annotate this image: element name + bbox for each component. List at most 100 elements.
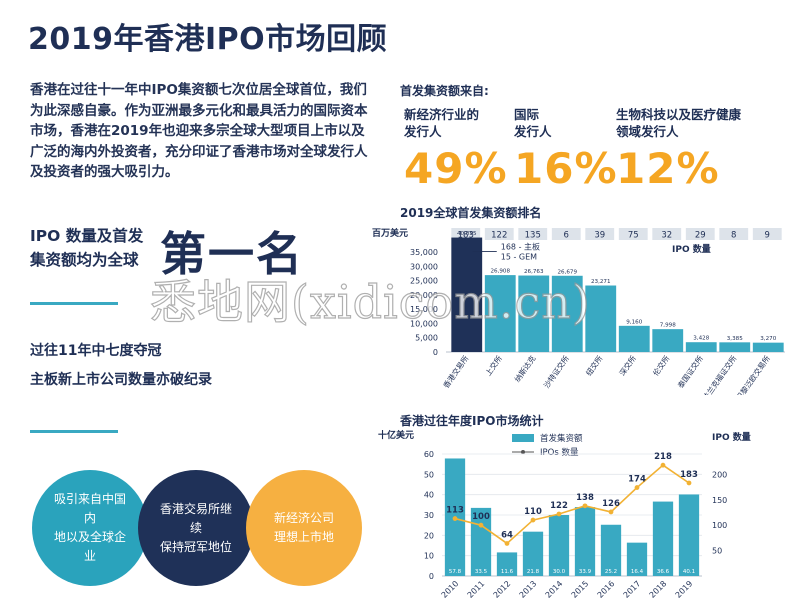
year-label: 2015 (570, 579, 591, 600)
left-y-tick: 10 (424, 552, 434, 561)
year-label: 2016 (596, 579, 617, 600)
ipo-count-line (454, 464, 690, 545)
first-place-headline: 第一名 (160, 227, 304, 281)
year-label: 2018 (648, 579, 669, 600)
ipo-count-value: 122 (491, 231, 507, 241)
yearly-bar (496, 552, 518, 576)
circle-text-line: 吸引来自中国内 (53, 492, 126, 525)
stat-label: 新经济行业的 发行人 (404, 107, 480, 139)
yearly-bar-value: 11.6 (501, 569, 514, 575)
ranking-bar (652, 329, 684, 352)
global-ipo-ranking-chart: 百万美元 IPO 数量 35,000 30,000 25,000 20,000 15,000… (372, 227, 785, 395)
ipo-count-point-label: 64 (501, 530, 513, 540)
yearly-bar-value: 16.4 (631, 569, 644, 575)
ipo-count-point (608, 509, 614, 515)
stat-international: 国际 发行人 16% (514, 106, 617, 193)
page-title: 2019年香港IPO市场回顾 (28, 22, 388, 57)
year-label: 2011 (466, 579, 487, 600)
legend-line-marker (521, 450, 525, 454)
ipo-count-point-label: 110 (524, 507, 542, 517)
ranking-category-label: 泰国证交所 (675, 353, 705, 390)
ranking-category-label: 伦交所 (650, 353, 671, 378)
ranking-bar (585, 285, 617, 352)
ranking-y-axis-label: 百万美元 (372, 227, 408, 239)
ranking-bar-value: 3,428 (693, 336, 709, 342)
circle-text-line: 保持冠军地位 (159, 539, 232, 554)
divider (30, 430, 118, 433)
ipo-count-point-label: 122 (550, 501, 568, 511)
circle-text-line: 新经济公司 (273, 511, 334, 525)
year-label: 2019 (674, 579, 695, 600)
ipo-count-point-label: 100 (472, 512, 490, 522)
ipo-count-point (478, 522, 484, 528)
ranking-bar-value: 3,270 (760, 336, 776, 342)
ranking-y-tick: 15,000 (410, 305, 438, 314)
ranking-bar-value: 7,998 (660, 323, 676, 329)
ipo-count-box (685, 228, 715, 240)
ipo-count-value: 29 (695, 231, 706, 241)
yearly-bar-value: 30.0 (553, 569, 566, 575)
ranking-bar (451, 237, 483, 352)
ipo-count-box (618, 228, 648, 240)
ranking-category-label: 上交所 (483, 353, 504, 378)
ipo-count-value: 32 (661, 231, 672, 241)
left-y-tick: 50 (424, 470, 434, 479)
legend-bar-label: 首发集资额 (540, 433, 583, 444)
ranking-y-tick: 5,000 (415, 334, 438, 343)
stat-new-economy: 新经济行业的 发行人 49% (404, 106, 514, 193)
yearly-bar-value: 25.2 (605, 569, 617, 575)
stat-value: 49% (404, 144, 508, 193)
ranking-category-label: 法兰克福证交所 (700, 353, 739, 395)
ipo-count-box (652, 228, 682, 240)
ranking-bar-value: 26,908 (490, 269, 510, 275)
ipo-count-point-label: 126 (602, 499, 620, 509)
ipo-count-point-label: 174 (628, 475, 646, 485)
yearly-bar (626, 542, 648, 576)
ranking-y-tick: 10,000 (410, 319, 438, 328)
ipo-count-box (518, 228, 548, 240)
yearly-bar-value: 33.5 (475, 569, 488, 575)
circle-text-line: 理想上市地 (273, 530, 334, 544)
yearly-chart-title: 香港过往年度IPO市场统计 (400, 414, 544, 428)
first-place-label-line-1: IPO 数量及首发 (30, 227, 144, 245)
ipo-count-point (582, 503, 588, 509)
first-place-label-line-2: 集资额均为全球 (30, 251, 139, 269)
ipo-count-box (451, 228, 481, 240)
yearly-bar (548, 515, 570, 576)
ranking-bar-value: 26,679 (557, 269, 577, 275)
circle-text-line: 地以及全球企业 (53, 530, 126, 563)
year-label: 2010 (440, 579, 461, 600)
ranking-bar-value: 9,160 (626, 319, 642, 325)
highlight-circle-new-economy: 新经济公司理想上市地 (246, 470, 362, 586)
yearly-bar-value: 57.8 (449, 569, 462, 575)
ranking-bar (618, 325, 650, 352)
watermark: 悉地网(xidicom.cn) (149, 274, 591, 329)
ipo-count-value: 9 (765, 231, 770, 241)
ranking-y-tick: 0 (433, 348, 438, 357)
ranking-y-tick: 25,000 (410, 277, 438, 286)
yearly-bar (470, 507, 492, 576)
ranking-bar-value: 23,271 (591, 279, 611, 285)
left-y-tick: 0 (429, 572, 434, 581)
ipo-count-value: 75 (628, 231, 639, 241)
ipo-count-point-label: 218 (654, 452, 672, 462)
year-label: 2017 (622, 579, 643, 600)
yearly-bar-value: 36.6 (657, 569, 670, 575)
ranking-category-label: 深交所 (617, 353, 638, 378)
ipo-count-point (660, 462, 666, 468)
ipo-count-point (634, 485, 640, 490)
circle-text-line: 香港交易所继续 (159, 501, 232, 535)
record-line-1: 过往11年中七度夺冠 (30, 343, 162, 359)
ranking-category-label: 纽交所 (583, 353, 604, 378)
ipo-count-label: IPO 数量 (672, 243, 711, 255)
ipo-count-value: 39 (594, 231, 605, 241)
left-y-tick: 30 (424, 511, 434, 520)
stat-label: 国际 发行人 (514, 107, 552, 139)
yearly-bar-value: 40.1 (683, 569, 695, 575)
ranking-bar (551, 275, 583, 352)
ipo-count-point-label: 183 (680, 470, 698, 480)
ipo-count-box (484, 228, 514, 240)
ipo-count-value: 8 (731, 231, 736, 241)
ranking-bar-value: 3,385 (727, 336, 743, 342)
ipo-count-point (504, 541, 510, 546)
